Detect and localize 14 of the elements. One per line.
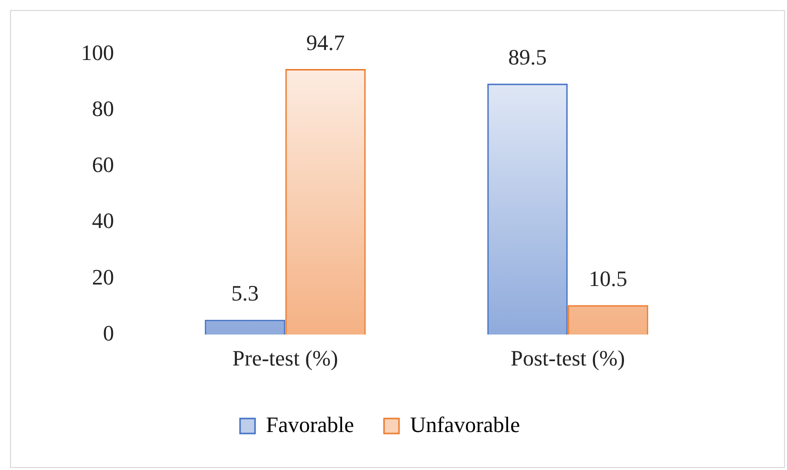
y-tick-label: 100 <box>81 40 114 65</box>
y-tick-label: 60 <box>92 152 114 178</box>
data-label: 10.5 <box>588 266 628 291</box>
y-tick-label: 40 <box>92 208 114 234</box>
y-tick-label: 80 <box>92 96 114 122</box>
data-label: 89.5 <box>508 44 547 70</box>
data-label: 94.7 <box>306 30 345 55</box>
legend-label: Unfavorable <box>410 412 520 437</box>
y-tick-label: 0 <box>103 320 114 346</box>
y-tick-label: 20 <box>92 264 114 290</box>
x-tick-label: Pre-test (%) <box>232 346 338 371</box>
x-tick-label: Post-test (%) <box>510 346 625 371</box>
legend-label: Favorable <box>266 412 354 437</box>
data-label: 5.3 <box>231 280 259 306</box>
